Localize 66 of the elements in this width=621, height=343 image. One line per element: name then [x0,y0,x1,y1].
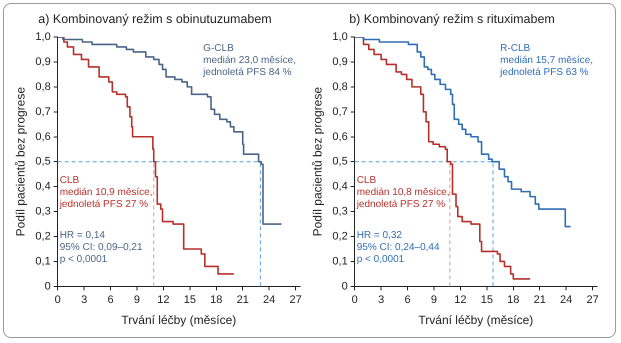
x-tick-label: 18 [507,294,520,306]
x-tick-label: 6 [404,294,411,306]
x-tick-label: 18 [210,294,222,306]
x-axis-title: Trvání léčby (měsíce) [121,313,236,328]
y-tick-label: 1,0 [35,31,51,44]
x-tick-label: 9 [430,294,438,306]
x-axis-title: Trvání léčby (měsíce) [418,313,534,328]
y-tick-label: 0,4 [35,180,51,193]
annotation: jednoletá PFS 27 % [356,199,446,210]
y-axis-title: Podíl pacientů bez progrese [14,86,28,236]
x-tick-label: 0 [54,294,61,306]
annotation: 95% CI: 0,24–0,44 [356,242,440,254]
x-tick-label: 0 [352,294,358,306]
x-tick-label: 6 [107,294,114,306]
x-tick-label: 15 [480,294,493,306]
x-tick-label: 27 [289,294,302,306]
y-tick-label: 0,6 [332,130,348,143]
annotation: medián 15,7 měsíce, [500,54,593,66]
y-tick-label: 0,4 [332,180,348,193]
y-tick-label: 0,8 [35,80,51,93]
x-tick-label: 12 [454,294,467,306]
y-tick-label: 0 [342,280,348,292]
y-tick-label: 0,7 [35,106,51,118]
annotation: medián 10,8 měsíce, [356,187,450,198]
y-tick-label: 0,8 [332,80,348,93]
annotation: medián 10,9 měsíce, [60,187,153,198]
annotation: jednoletá PFS 27 % [58,199,148,210]
annotation: HR = 0,32 [356,230,402,242]
text: G-CLB [203,42,234,54]
x-tick-label: 15 [184,294,196,306]
y-tick-label: 0,5 [35,156,51,168]
text: CLB [356,175,376,186]
y-tick-label: 0,1 [35,255,51,268]
y-tick-label: 0,9 [332,56,348,68]
x-tick-label: 9 [134,294,140,306]
y-axis-title: Podíl pacientů bez progrese [310,86,325,236]
annotation: medián 23,0 měsíce, [203,54,296,66]
x-tick-label: 24 [263,294,276,306]
y-tick-label: 1,0 [332,31,348,44]
y-tick-label: 0,3 [332,206,348,218]
y-tick-label: 0,6 [35,130,51,143]
x-tick-label: 3 [378,294,384,306]
y-tick-label: 0,5 [332,156,348,168]
text: CLB [60,175,80,186]
chart-title: b) Kombinovaný režim s rituximabem [349,12,555,26]
annotation: HR = 0,14 [60,230,106,242]
x-tick-label: 12 [157,294,170,306]
annotation: 95% CI: 0,09–0,21 [60,242,143,254]
annotation: jednoletá PFS 84 % [202,66,292,78]
x-tick-label: 21 [236,294,249,306]
annotation: jednoletá PFS 63 % [499,66,589,78]
x-tick-label: 27 [586,294,599,306]
y-tick-label: 0,9 [35,56,51,68]
y-tick-label: 0,3 [35,206,51,218]
y-tick-label: 0,2 [332,230,348,243]
chart-title: a) Kombinovaný režim s obinutuzumabem [38,12,272,26]
x-tick-label: 3 [81,294,88,306]
y-tick-label: 0 [44,280,51,292]
y-tick-label: 0,2 [35,230,51,243]
text: R-CLB [500,42,531,54]
annotation: p < 0,0001 [356,254,405,266]
x-tick-label: 21 [534,294,546,306]
y-tick-label: 0,1 [332,255,348,268]
y-tick-label: 0,7 [332,106,348,118]
x-tick-label: 24 [560,294,572,306]
annotation: p < 0,0001 [60,254,108,266]
